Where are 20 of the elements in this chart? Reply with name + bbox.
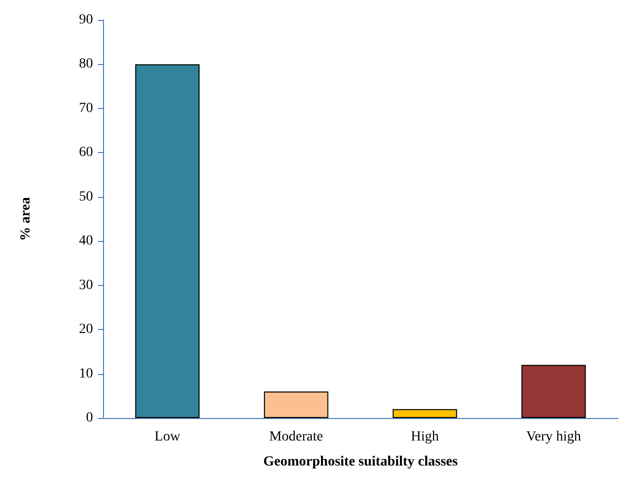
bar <box>264 391 328 418</box>
y-tick-label: 80 <box>79 56 93 72</box>
x-tick-label: Moderate <box>269 430 323 444</box>
y-tick-label: 50 <box>79 189 93 204</box>
bar <box>135 64 200 418</box>
y-tick-label: 70 <box>79 100 93 116</box>
y-tick-label: 60 <box>79 145 93 160</box>
y-tick-label: 20 <box>79 322 93 338</box>
x-axis-title: Geomorphosite suitabilty classes <box>263 454 458 470</box>
y-tick-label: 90 <box>79 12 93 28</box>
y-tick-label: 30 <box>79 278 93 293</box>
y-axis-title: % area <box>18 197 34 241</box>
y-tick-label: 10 <box>79 366 93 382</box>
x-tick-label: Low <box>154 430 182 444</box>
bar <box>521 364 586 418</box>
y-tick-label: 0 <box>86 410 93 426</box>
y-tick-label: 40 <box>79 234 93 249</box>
x-tick-label: High <box>410 430 439 444</box>
bar <box>392 409 458 418</box>
x-tick-label: Very high <box>526 430 582 444</box>
